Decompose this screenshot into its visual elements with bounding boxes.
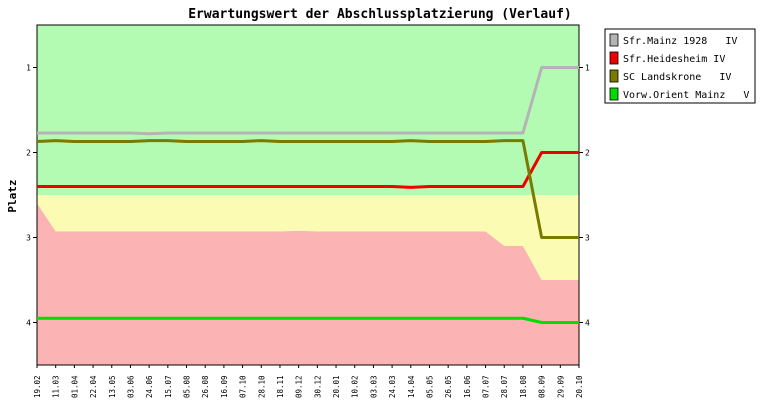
x-tick-label: 16.06 <box>463 375 472 398</box>
x-tick-label: 24.06 <box>145 375 154 398</box>
x-tick-label: 20.10 <box>575 375 584 398</box>
series-line-3 <box>36 139 579 239</box>
y-tick-label-left: 2 <box>26 149 31 158</box>
x-tick-label: 07.10 <box>239 375 248 398</box>
x-tick-label: 15.07 <box>164 375 173 398</box>
y-tick-label-left: 3 <box>26 234 31 243</box>
x-tick-label: 13.05 <box>108 375 117 398</box>
x-tick-label: 20.01 <box>332 375 341 398</box>
x-axis: 19.02 11.03 01.04 22.04 13.05 03.06 24.06 15.07… <box>33 365 584 398</box>
x-tick-label: 03.03 <box>369 375 378 398</box>
y-axis: 1 2 3 4 1 2 3 4 <box>26 64 590 328</box>
series-line-1 <box>37 66 579 136</box>
x-tick-label: 28.07 <box>500 375 509 398</box>
x-tick-label: 18.08 <box>519 375 528 398</box>
x-tick-label: 03.06 <box>126 375 135 398</box>
series-line-4 <box>37 316 579 324</box>
y-tick-label-left: 4 <box>26 319 31 328</box>
legend-label-3: SC Landskrone IV <box>623 72 731 83</box>
legend-label-2: Sfr.Heidesheim IV <box>623 54 725 65</box>
x-tick-label: 05.05 <box>425 375 434 398</box>
plot-border <box>36 24 580 366</box>
legend-swatch-1 <box>609 33 619 47</box>
zone-band-1 <box>37 25 579 195</box>
x-tick-label: 30.12 <box>313 375 322 398</box>
x-tick-label: 07.07 <box>482 375 491 398</box>
zone-band-3 <box>37 203 579 365</box>
chart-title: Erwartungswert der Abschlussplatzierung … <box>188 7 572 22</box>
y-tick-label-right: 3 <box>585 234 590 243</box>
legend-swatch-4 <box>609 87 619 101</box>
x-tick-label: 22.04 <box>89 375 98 398</box>
x-tick-label: 18.11 <box>276 375 285 398</box>
legend-box <box>604 28 756 104</box>
legend-swatch-2 <box>609 51 619 65</box>
y-tick-label-right: 2 <box>585 149 590 158</box>
y-tick-label-right: 4 <box>585 319 590 328</box>
x-tick-label: 01.04 <box>70 375 79 398</box>
legend-swatch-3 <box>609 69 619 83</box>
x-tick-label: 29.09 <box>556 375 565 398</box>
zone-band-2 <box>37 195 579 280</box>
series-line-2 <box>37 151 579 189</box>
x-tick-label: 26.05 <box>444 375 453 398</box>
x-tick-label: 19.02 <box>33 375 42 398</box>
x-tick-label: 08.09 <box>538 375 547 398</box>
y-tick-label-left: 1 <box>26 64 31 73</box>
y-tick-label-right: 1 <box>585 64 590 73</box>
legend-label-1: Sfr.Mainz 1928 IV <box>623 36 737 47</box>
zone-bands <box>37 25 579 365</box>
y-axis-label: Platz <box>6 179 19 212</box>
x-tick-label: 09.12 <box>295 375 304 398</box>
x-tick-label: 24.03 <box>388 375 397 398</box>
legend-label-4: Vorw.Orient Mainz V <box>623 90 749 101</box>
x-tick-label: 14.04 <box>407 375 416 398</box>
series-lines <box>36 66 579 324</box>
x-tick-label: 28.10 <box>257 375 266 398</box>
legend: Sfr.Mainz 1928 IV Sfr.Heidesheim IV SC Lan… <box>604 28 756 104</box>
x-tick-label: 16.09 <box>220 375 229 398</box>
x-tick-label: 11.03 <box>52 375 61 398</box>
x-tick-label: 05.08 <box>183 375 192 398</box>
x-tick-label: 26.08 <box>201 375 210 398</box>
x-tick-label: 10.02 <box>351 375 360 398</box>
